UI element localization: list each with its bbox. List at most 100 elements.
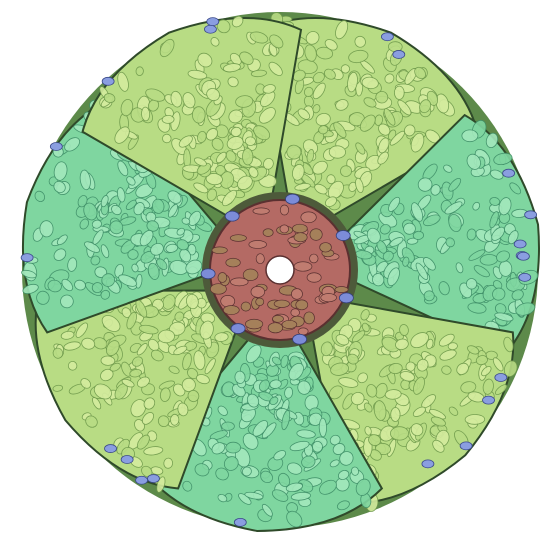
surface-bump (388, 362, 403, 375)
surface-bump (430, 184, 441, 196)
surface-bump (423, 214, 441, 227)
surface-bump (174, 311, 185, 322)
surface-bump (271, 489, 289, 502)
surface-bump (297, 108, 311, 120)
surface-bump (181, 377, 196, 392)
core-bump (229, 234, 247, 242)
surface-bump (101, 315, 121, 332)
surface-bump (206, 188, 218, 202)
surface-bump (439, 349, 457, 361)
surface-bump (67, 361, 78, 371)
core-bump (309, 228, 323, 241)
surface-bump (390, 426, 409, 441)
central-ring (200, 192, 358, 348)
surface-bump (187, 389, 200, 403)
surface-bump (121, 378, 135, 388)
surface-bump (199, 320, 214, 340)
surface-bump (116, 187, 126, 203)
core-bump (291, 288, 303, 300)
surface-bump (231, 15, 244, 28)
core-bump (320, 293, 337, 303)
core-bump (250, 285, 265, 298)
surface-bump (492, 287, 506, 301)
core-bump (279, 224, 290, 234)
surface-bump (182, 480, 193, 492)
surface-bump (355, 142, 366, 155)
surface-bump (117, 71, 129, 92)
surface-bump (509, 182, 522, 195)
surface-bump (244, 491, 264, 500)
surface-bump (159, 38, 175, 58)
surface-bump (235, 95, 254, 108)
surface-bump (79, 169, 91, 191)
core-bump (240, 301, 252, 312)
surface-bump (417, 177, 433, 192)
surface-bump (228, 109, 243, 124)
core-bump (290, 308, 300, 317)
surface-bump (413, 376, 425, 395)
surface-bump (507, 230, 519, 245)
surface-bump (355, 478, 371, 496)
surface-bump (438, 333, 455, 347)
ligand (49, 142, 63, 151)
ligand (421, 459, 435, 469)
surface-bump (432, 439, 445, 453)
surface-bump (389, 130, 405, 146)
surface-bump (244, 136, 256, 146)
surface-bump (126, 176, 136, 186)
surface-bump (114, 126, 130, 144)
surface-bump (249, 31, 269, 44)
core-bump (248, 240, 267, 249)
surface-bump (92, 396, 102, 410)
core-bump (293, 232, 308, 243)
surface-bump (412, 230, 424, 240)
surface-bump (493, 152, 513, 166)
surface-bump (312, 104, 321, 114)
surface-bump (350, 466, 360, 476)
surface-bump (252, 420, 268, 437)
surface-bump (163, 457, 174, 469)
ligand (120, 455, 134, 464)
surface-bump (150, 349, 164, 362)
surface-bump (170, 413, 180, 426)
surface-bump (237, 175, 253, 190)
surface-bump (323, 68, 336, 80)
surface-bump (182, 352, 192, 371)
surface-bump (351, 330, 366, 343)
surface-bump (127, 249, 139, 260)
surface-bump (74, 279, 86, 291)
surface-bump (305, 31, 320, 45)
ligand (459, 441, 473, 451)
surface-bump (248, 166, 259, 178)
surface-bump (339, 451, 354, 466)
surface-bump (377, 151, 389, 165)
ligand (233, 517, 247, 527)
surface-bump (177, 402, 189, 417)
surface-bump (217, 493, 228, 503)
surface-bump (138, 324, 159, 335)
surface-bump (197, 52, 213, 68)
surface-bump (466, 228, 477, 241)
central-pore (265, 255, 295, 285)
core-bump (225, 257, 241, 268)
surface-bump (109, 220, 124, 235)
surface-bump (269, 379, 282, 389)
surface-bump (465, 278, 478, 290)
surface-bump (100, 368, 114, 382)
surface-bump (90, 255, 101, 266)
surface-bump (261, 503, 273, 517)
core-bump (222, 305, 240, 315)
surface-bump (312, 71, 325, 84)
surface-bump (503, 360, 518, 377)
surface-bump (100, 244, 110, 259)
surface-bump (217, 405, 228, 416)
surface-bump (347, 71, 358, 93)
core-bump (292, 223, 308, 234)
surface-bump (498, 197, 512, 216)
surface-bump (361, 76, 379, 90)
surface-bump (503, 336, 514, 353)
surface-bump (195, 374, 210, 385)
surface-bump (151, 198, 165, 214)
surface-bump (167, 190, 182, 204)
